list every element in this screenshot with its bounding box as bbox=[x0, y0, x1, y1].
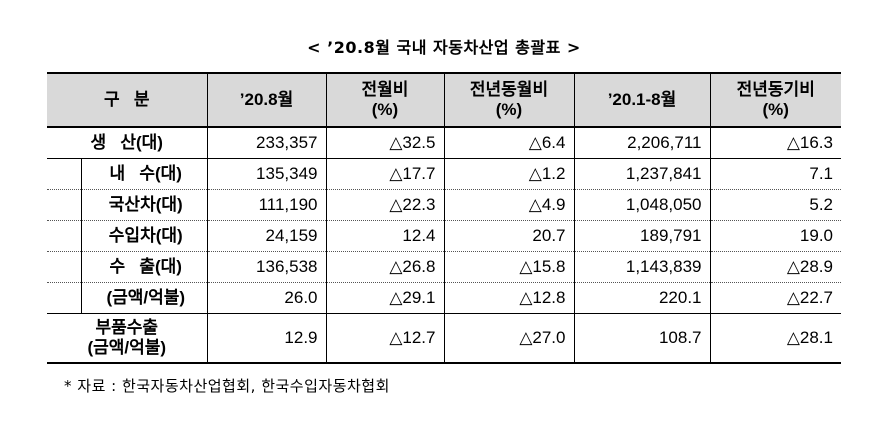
cell: △27.0 bbox=[443, 312, 575, 364]
table-row: (금액/억불) 26.0 △29.1 △12.8 220.1 △22.7 bbox=[47, 281, 841, 314]
cell: 233,357 bbox=[206, 127, 327, 159]
cell: 24,159 bbox=[206, 220, 327, 252]
summary-table: 구 분 ’20.8월 전월비 (%) 전년동월비 (%) ’20.1-8월 전년… bbox=[47, 72, 841, 364]
table-title: < ’20.8월 국내 자동차산업 총괄표 > bbox=[307, 38, 581, 57]
cell: △22.3 bbox=[325, 189, 445, 221]
cell: △16.3 bbox=[709, 127, 841, 159]
cell: 20.7 bbox=[443, 220, 575, 252]
cell: 1,048,050 bbox=[573, 189, 711, 221]
table-row: 수입차(대) 24,159 12.4 20.7 189,791 19.0 bbox=[47, 219, 841, 252]
header-yoy: 전년동월비 (%) bbox=[443, 72, 575, 128]
cell: 1,143,839 bbox=[573, 251, 711, 283]
table-row: 생 산(대) 233,357 △32.5 △6.4 2,206,711 △16.… bbox=[47, 127, 841, 159]
row-label: 생 산(대) bbox=[47, 127, 208, 159]
cell: △22.7 bbox=[709, 282, 841, 314]
row-label: 국산차(대) bbox=[47, 188, 208, 221]
row-label: 수 출(대) bbox=[47, 250, 208, 283]
cell: 19.0 bbox=[709, 220, 841, 252]
cell: △15.8 bbox=[443, 251, 575, 283]
cell: △4.9 bbox=[443, 189, 575, 221]
cell: △17.7 bbox=[325, 157, 445, 190]
cell: 1,237,841 bbox=[573, 157, 711, 190]
row-label: 내 수(대) bbox=[47, 157, 208, 190]
cell: 7.1 bbox=[709, 157, 841, 190]
cell: 111,190 bbox=[206, 189, 327, 221]
table-row: 내 수(대) 135,349 △17.7 △1.2 1,237,841 7.1 bbox=[47, 157, 841, 190]
cell: 2,206,711 bbox=[573, 127, 711, 159]
header-ytd-yoy: 전년동기비 (%) bbox=[709, 72, 841, 128]
cell: 220.1 bbox=[573, 282, 711, 314]
cell: △32.5 bbox=[325, 127, 445, 159]
table-row: 수 출(대) 136,538 △26.8 △15.8 1,143,839 △28… bbox=[47, 250, 841, 283]
cell: 135,349 bbox=[206, 157, 327, 190]
source-note: * 자료 : 한국자동차산업협회, 한국수입자동차협회 bbox=[64, 377, 390, 395]
cell: △12.7 bbox=[325, 312, 445, 364]
cell: △1.2 bbox=[443, 157, 575, 190]
table-row: 부품수출 (금액/억불) 12.9 △12.7 △27.0 108.7 △28.… bbox=[47, 312, 841, 364]
cell: △29.1 bbox=[325, 282, 445, 314]
row-label: (금액/억불) bbox=[47, 281, 208, 314]
cell: 136,538 bbox=[206, 251, 327, 283]
header-row: 구 분 ’20.8월 전월비 (%) 전년동월비 (%) ’20.1-8월 전년… bbox=[47, 72, 841, 128]
cell: △28.1 bbox=[709, 312, 841, 364]
row-label: 수입차(대) bbox=[47, 219, 208, 252]
cell: 189,791 bbox=[573, 220, 711, 252]
cell: △28.9 bbox=[709, 251, 841, 283]
cell: △12.8 bbox=[443, 282, 575, 314]
cell: 108.7 bbox=[573, 312, 711, 364]
row-label: 부품수출 (금액/억불) bbox=[47, 312, 208, 364]
header-ytd: ’20.1-8월 bbox=[573, 72, 711, 128]
cell: 5.2 bbox=[709, 189, 841, 221]
cell: 26.0 bbox=[206, 282, 327, 314]
cell: △6.4 bbox=[443, 127, 575, 159]
cell: △26.8 bbox=[325, 251, 445, 283]
header-aug: ’20.8월 bbox=[206, 72, 327, 128]
header-category: 구 분 bbox=[47, 72, 208, 128]
table-row: 국산차(대) 111,190 △22.3 △4.9 1,048,050 5.2 bbox=[47, 188, 841, 221]
cell: 12.4 bbox=[325, 220, 445, 252]
cell: 12.9 bbox=[206, 312, 327, 364]
header-mom: 전월비 (%) bbox=[325, 72, 445, 128]
